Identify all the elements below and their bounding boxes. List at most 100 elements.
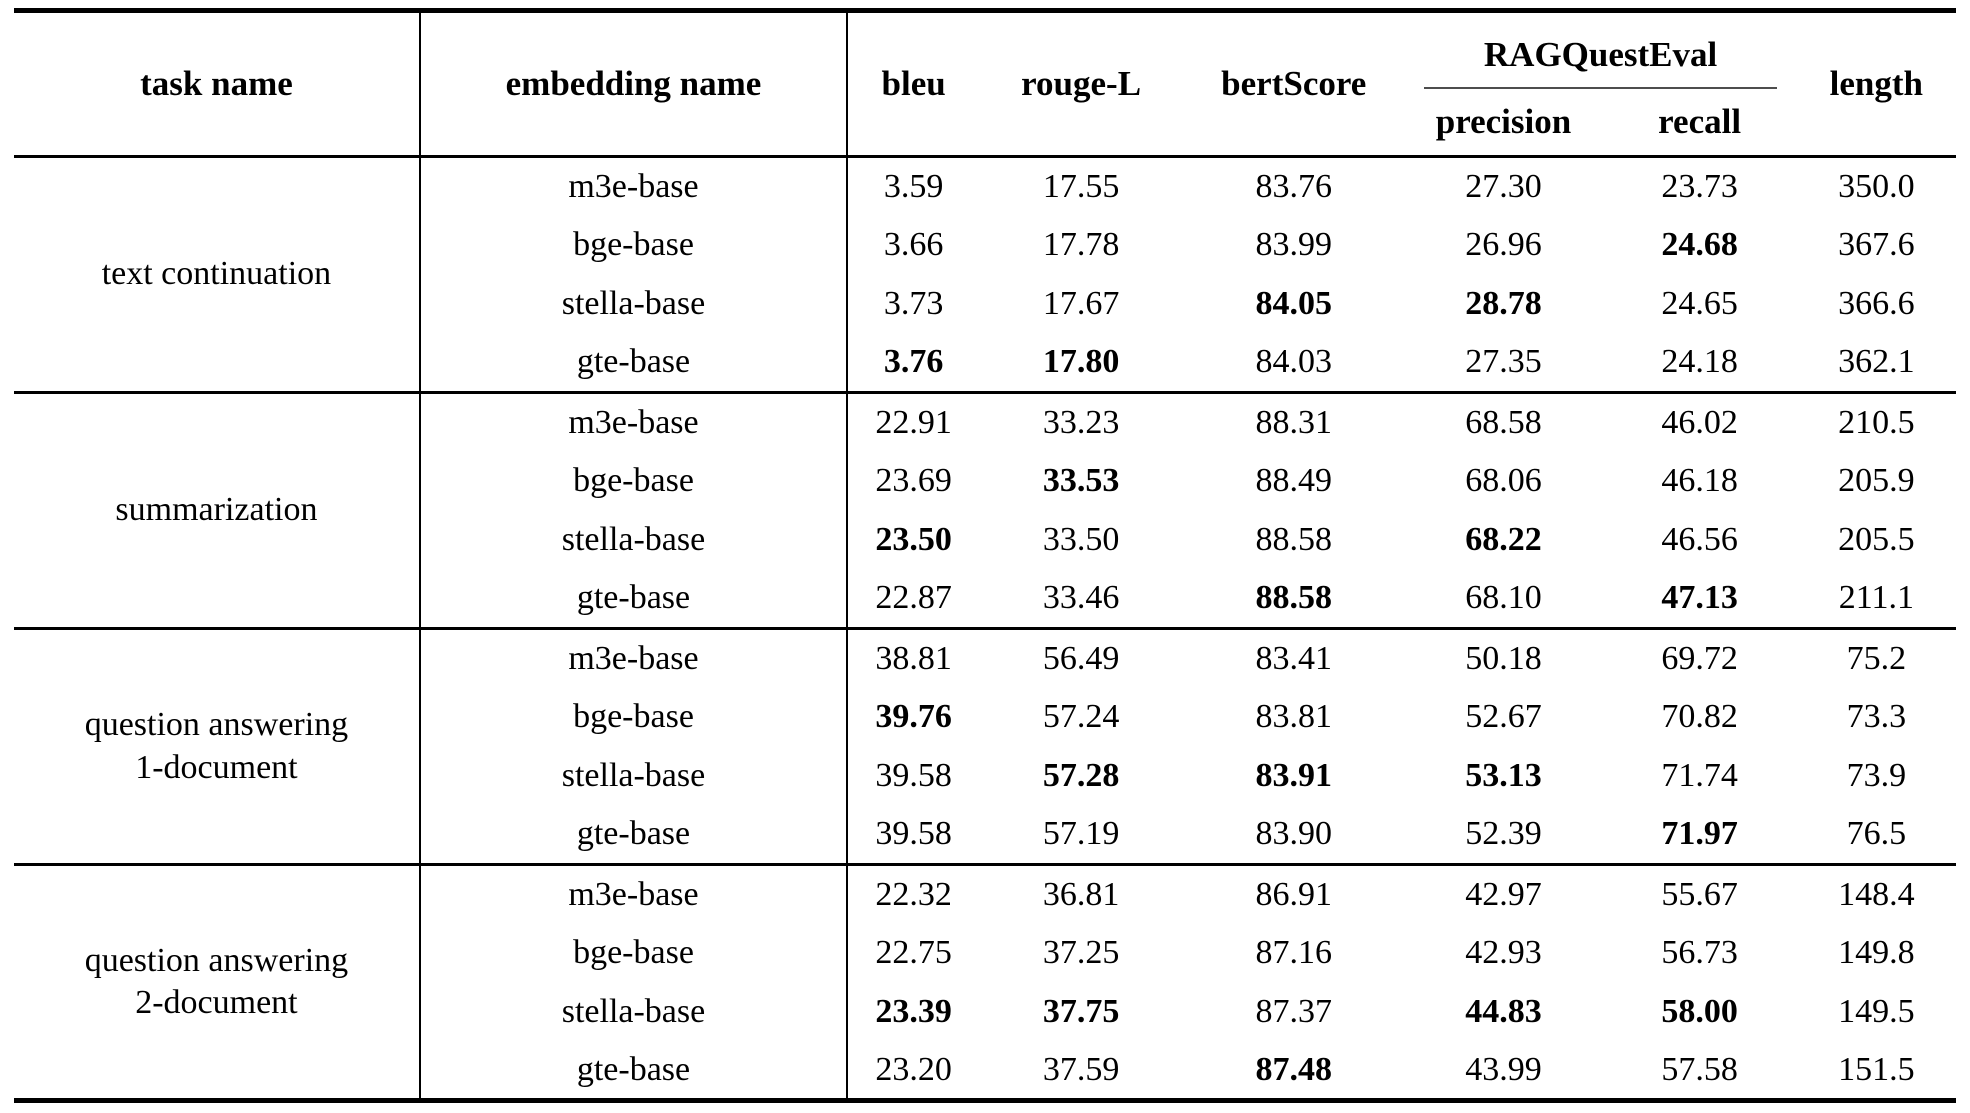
metric-length-cell: 73.3 [1846, 698, 1907, 735]
task-name-cell: question answering 2-document [14, 863, 421, 1101]
metric-rouge-l-cell: 33.23 [979, 391, 1184, 452]
metric-recall-cell: 71.97 [1661, 815, 1738, 853]
table-row: bge-base 39.76 57.24 83.81 52.67 70.82 73.3 [14, 687, 1956, 747]
col-header-length: length [1829, 64, 1924, 103]
col-header-ragquesteval-group: RAGQuestEval [1404, 11, 1796, 89]
metric-rouge-l-cell: 17.78 [1042, 226, 1120, 263]
col-header-task-name: task name [14, 10, 421, 157]
metric-rouge-l-cell: 17.67 [1042, 285, 1120, 322]
metric-precision-cell: 52.39 [1465, 815, 1542, 853]
metric-recall-cell: 56.73 [1661, 934, 1738, 971]
metric-bertscore-cell: 84.05 [1255, 285, 1333, 322]
metric-recall-cell: 24.68 [1661, 226, 1738, 263]
metric-bleu-cell: 3.76 [883, 343, 944, 381]
embedding-name-cell: gte-base [419, 569, 849, 629]
metric-rouge-l-cell: 33.53 [1042, 462, 1120, 499]
metric-bertscore-cell: 88.58 [1255, 521, 1333, 558]
metric-length-cell: 75.2 [1796, 627, 1956, 688]
metric-precision-cell: 42.97 [1404, 863, 1603, 924]
metric-recall-cell: 69.72 [1602, 627, 1797, 688]
metric-bertscore-cell: 84.03 [1255, 343, 1333, 381]
metric-length-cell: 151.5 [1838, 1050, 1915, 1088]
metric-precision-cell: 27.35 [1465, 343, 1542, 381]
col-header-bertscore: bertScore [1221, 64, 1367, 103]
metric-length-cell: 148.4 [1796, 863, 1956, 924]
table-row: question answering 2-document m3e-base 22.… [14, 863, 1956, 1101]
metric-bleu-cell: 22.91 [847, 391, 980, 452]
embedding-name-cell: m3e-base [419, 391, 849, 452]
metric-bleu-cell: 22.32 [847, 863, 980, 924]
metric-rouge-l-cell: 37.75 [1042, 993, 1120, 1030]
metric-bertscore-cell: 83.99 [1255, 226, 1333, 263]
metric-precision-cell: 68.58 [1404, 391, 1603, 452]
table-row: stella-base 39.58 57.28 83.91 53.13 71.74 73.9 [14, 746, 1956, 806]
col-header-rouge-l: rouge-L [1021, 64, 1142, 103]
metric-precision-cell: 50.18 [1404, 627, 1603, 688]
metric-bleu-cell: 23.20 [875, 1050, 952, 1088]
embedding-name-cell: bge-base [419, 215, 849, 275]
metric-precision-cell: 53.13 [1465, 757, 1542, 794]
metric-rouge-l-cell: 57.19 [1042, 815, 1120, 853]
table-row: gte-base 3.76 17.80 84.03 27.35 24.18 362.1 [14, 333, 1956, 393]
metric-rouge-l-cell: 33.46 [1042, 579, 1120, 617]
metric-length-cell: 149.8 [1838, 934, 1915, 971]
embedding-name-cell: stella-base [419, 982, 849, 1042]
metric-length-cell: 205.9 [1838, 462, 1915, 499]
task-name-cell: summarization [14, 391, 421, 629]
metric-bleu-cell: 39.58 [875, 815, 952, 853]
metric-length-cell: 350.0 [1796, 155, 1956, 216]
metric-length-cell: 210.5 [1796, 391, 1956, 452]
embedding-name-cell: stella-base [419, 274, 849, 334]
metric-precision-cell: 43.99 [1465, 1050, 1542, 1088]
metric-rouge-l-cell: 33.50 [1042, 521, 1120, 558]
table-row: stella-base 23.39 37.75 87.37 44.83 58.00 149.… [14, 982, 1956, 1042]
table-row: stella-base 23.50 33.50 88.58 68.22 46.56 205.… [14, 510, 1956, 570]
metric-bertscore-cell: 87.48 [1255, 1050, 1333, 1088]
metric-bertscore-cell: 88.31 [1183, 391, 1405, 452]
metric-precision-cell: 44.83 [1465, 993, 1542, 1030]
metric-precision-cell: 68.22 [1465, 521, 1542, 558]
metric-length-cell: 149.5 [1838, 993, 1915, 1030]
metric-recall-cell: 47.13 [1661, 579, 1738, 617]
metric-rouge-l-cell: 37.25 [1042, 934, 1120, 971]
metric-bertscore-cell: 88.49 [1255, 462, 1333, 499]
embedding-name-cell: bge-base [419, 923, 849, 983]
table-row: text continuation m3e-base 3.59 17.55 83.76 2… [14, 155, 1956, 393]
metric-length-cell: 73.9 [1846, 757, 1907, 794]
metric-rouge-l-cell: 17.80 [1042, 343, 1120, 381]
header-row-top: task name embedding name bleu rouge-L be… [14, 10, 1956, 157]
metric-bleu-cell: 3.59 [847, 155, 980, 216]
header-row-sub: precision recall [14, 89, 1956, 157]
col-header-bleu: bleu [881, 64, 946, 103]
metric-precision-cell: 27.30 [1404, 155, 1603, 216]
metric-bertscore-cell: 88.58 [1255, 579, 1333, 617]
metric-recall-cell: 71.74 [1661, 757, 1738, 794]
metric-bertscore-cell: 83.91 [1255, 757, 1333, 794]
metric-rouge-l-cell: 57.24 [1042, 698, 1120, 735]
metric-length-cell: 205.5 [1838, 521, 1915, 558]
embedding-name-cell: gte-base [419, 1041, 849, 1101]
metric-bleu-cell: 22.87 [875, 579, 952, 617]
metric-length-cell: 367.6 [1838, 226, 1915, 263]
metric-precision-cell: 68.06 [1465, 462, 1542, 499]
metric-rouge-l-cell: 36.81 [979, 863, 1184, 924]
metric-recall-cell: 55.67 [1602, 863, 1797, 924]
metric-bertscore-cell: 86.91 [1183, 863, 1405, 924]
task-group: question answering 2-document m3e-base 22.… [14, 863, 1956, 1101]
embedding-name-cell: m3e-base [419, 863, 849, 924]
table-row: gte-base 39.58 57.19 83.90 52.39 71.97 76.5 [14, 805, 1956, 865]
metric-bleu-cell: 23.39 [875, 993, 952, 1030]
metric-bleu-cell: 22.75 [875, 934, 952, 971]
metric-bleu-cell: 38.81 [847, 627, 980, 688]
embedding-name-cell: stella-base [419, 746, 849, 806]
metric-precision-cell: 42.93 [1465, 934, 1542, 971]
metric-bleu-cell: 23.50 [875, 521, 952, 558]
metric-bleu-cell: 39.76 [875, 698, 952, 735]
task-name-cell: question answering 1-document [14, 627, 421, 865]
col-header-ragquesteval: RAGQuestEval [1424, 35, 1777, 89]
metric-rouge-l-cell: 37.59 [1042, 1050, 1120, 1088]
metric-bleu-cell: 3.73 [883, 285, 944, 322]
metric-bertscore-cell: 83.41 [1183, 627, 1405, 688]
task-group: question answering 1-document m3e-base 38.… [14, 627, 1956, 865]
